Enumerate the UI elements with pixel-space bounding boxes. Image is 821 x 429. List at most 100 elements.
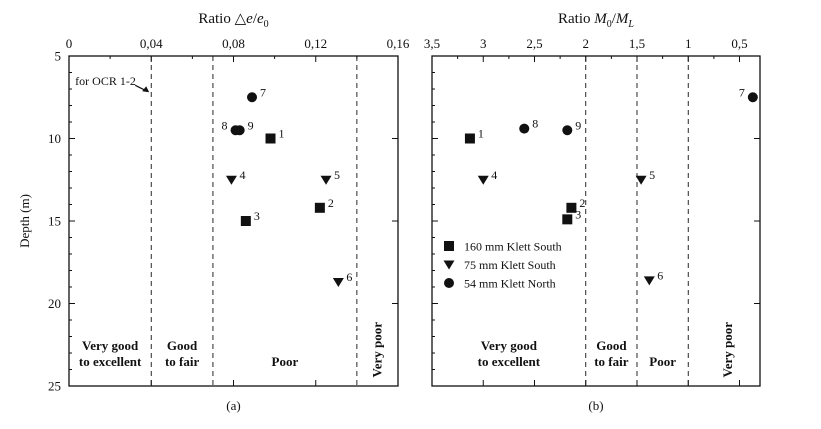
legend-marker-circle [444,278,454,288]
axis-title-num-sub: 0 [607,19,612,30]
zone-label-line: Poor [272,354,299,369]
y-tick-label: 10 [48,131,61,146]
point-label: 9 [575,118,581,132]
zone-label: Poor [649,354,676,369]
y-axis-label: Depth (m) [17,194,32,248]
x-tick-label: 0 [66,36,73,51]
x-tick-label: 3,5 [424,36,440,51]
axis-title-den-sub: L [627,19,634,30]
data-point-square [566,202,577,213]
point-label: 2 [579,196,585,210]
data-point-triangle [320,175,332,185]
data-point-circle [519,123,530,134]
legend-label: 54 mm Klett North [464,277,556,291]
zone-label-line: Very good [481,338,538,353]
legend-label: 75 mm Klett South [464,258,556,272]
point-label: 7 [739,85,745,99]
zone-label: Very poor [369,322,384,378]
point-label: 6 [346,270,352,284]
data-point-square [265,133,276,144]
data-point-triangle [643,276,655,286]
axis-title-den: M [615,11,630,27]
zone-label-line: to excellent [478,354,541,369]
zone-label-line: Poor [649,354,676,369]
y-tick-label: 20 [48,296,61,311]
panel-caption: (b) [588,398,603,413]
x-tick-label: 1,5 [629,36,645,51]
legend-marker-triangle [443,260,455,270]
zone-label: Very good to excellent [478,338,541,369]
point-label: 1 [478,127,484,141]
point-label: 1 [279,127,285,141]
data-point-circle [247,92,258,103]
axis-title-prefix: Ratio △ [198,11,246,27]
zone-label: Very poor [720,322,735,378]
point-label: 3 [254,209,260,223]
zone-label-line: to excellent [79,354,142,369]
point-label: 8 [532,117,538,131]
axis-title-den: e [257,11,264,27]
y-tick-label: 5 [55,49,62,64]
point-label: 5 [649,168,655,182]
point-label: 4 [239,168,245,182]
x-tick-label: 0,5 [731,36,747,51]
axis-title: Ratio △e/e0 [198,11,268,30]
point-label: 3 [575,207,581,221]
x-tick-label: 2 [583,36,590,51]
x-tick-label: 1 [685,36,692,51]
point-label: 8 [222,118,228,132]
axis-title-slash: / [612,11,617,27]
data-point-square [240,216,251,226]
axis-title-slash: / [253,11,258,27]
data-point-circle [234,125,245,136]
axis-title-num: M [593,11,608,27]
axis-title-num: e [246,11,253,27]
annotation-arrow-head [142,86,150,93]
legend-marker-square [444,241,454,251]
zone-label: Very good to excellent [79,338,142,369]
axis-title: Ratio M0/ML [558,11,634,30]
x-tick-label: 0,04 [140,36,163,51]
plot-frame [68,55,399,387]
data-point-triangle [635,175,647,185]
x-tick-label: 0,16 [387,36,410,51]
point-label: 7 [260,85,266,99]
zone-label: Good to fair [165,338,200,369]
data-point-circle [747,92,758,103]
zone-label: Good to fair [594,338,629,369]
x-tick-label: 0,08 [222,36,245,51]
point-label: 5 [334,168,340,182]
data-point-square [314,202,325,213]
data-point-square [464,133,475,144]
x-tick-label: 3 [480,36,487,51]
plot-frame [431,55,761,387]
zone-label-line: to fair [594,354,629,369]
ocr-annotation: for OCR 1-2 [75,74,136,88]
data-point-circle [562,125,573,136]
data-point-square [562,214,573,225]
zone-label-line: Very good [82,338,139,353]
point-label: 4 [491,168,497,182]
zone-label: Poor [272,354,299,369]
zone-label-line: Good [596,338,627,353]
panel-caption: (a) [226,398,240,413]
axis-title-den-sub: 0 [264,19,269,30]
point-label: 2 [328,196,334,210]
point-label: 6 [657,268,663,282]
y-tick-label: 25 [48,379,61,394]
zone-label-line: Good [167,338,198,353]
data-point-triangle [477,175,489,185]
axis-title-prefix: Ratio [558,11,594,27]
y-tick-label: 15 [48,214,61,229]
point-label: 9 [248,118,254,132]
data-point-triangle [225,175,237,185]
x-tick-label: 0,12 [304,36,327,51]
legend-label: 160 mm Klett South [464,240,562,254]
data-point-triangle [332,278,344,288]
x-tick-label: 2,5 [526,36,542,51]
zone-label-line: to fair [165,354,200,369]
